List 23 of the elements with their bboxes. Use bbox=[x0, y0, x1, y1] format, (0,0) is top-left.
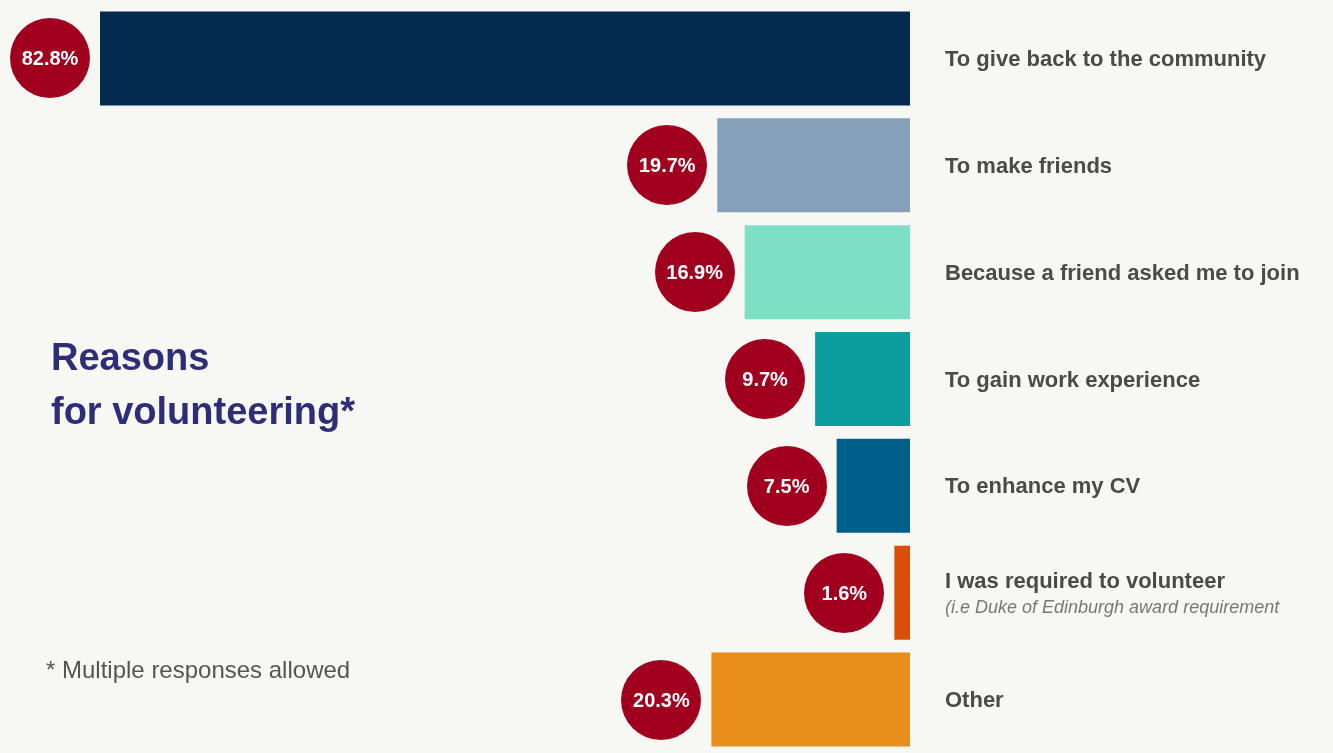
data-label: 1.6% bbox=[821, 581, 868, 604]
bar bbox=[894, 545, 910, 640]
data-label: 82.8% bbox=[21, 47, 79, 70]
data-label: 16.9% bbox=[666, 261, 724, 284]
y-tick-label: I was required to volunteer (i.e Duke of Edinburgh award requirement bbox=[945, 568, 1281, 617]
y-tick-label: Because a friend asked me to join bbox=[945, 259, 1300, 285]
text: Reasons for volunteering* bbox=[51, 336, 356, 432]
y-tick-label: To enhance my CV bbox=[945, 473, 1141, 499]
y-tick-label: To make friends bbox=[945, 152, 1113, 178]
data-label: 20.3% bbox=[633, 688, 690, 711]
data-label: 19.7% bbox=[638, 154, 696, 177]
bar bbox=[100, 11, 910, 106]
y-tick-label: To gain work experience bbox=[945, 366, 1201, 392]
data-label: 9.7% bbox=[742, 368, 789, 390]
bar bbox=[744, 225, 910, 320]
bar bbox=[717, 118, 910, 213]
y-tick-label: To give back to the community bbox=[945, 45, 1267, 71]
bar bbox=[711, 652, 910, 747]
bar bbox=[836, 438, 910, 533]
y-tick-label: Other bbox=[945, 687, 1005, 713]
bar bbox=[815, 331, 910, 427]
annotation: * Multiple responses allowed bbox=[46, 655, 351, 683]
data-label: 7.5% bbox=[763, 474, 810, 497]
